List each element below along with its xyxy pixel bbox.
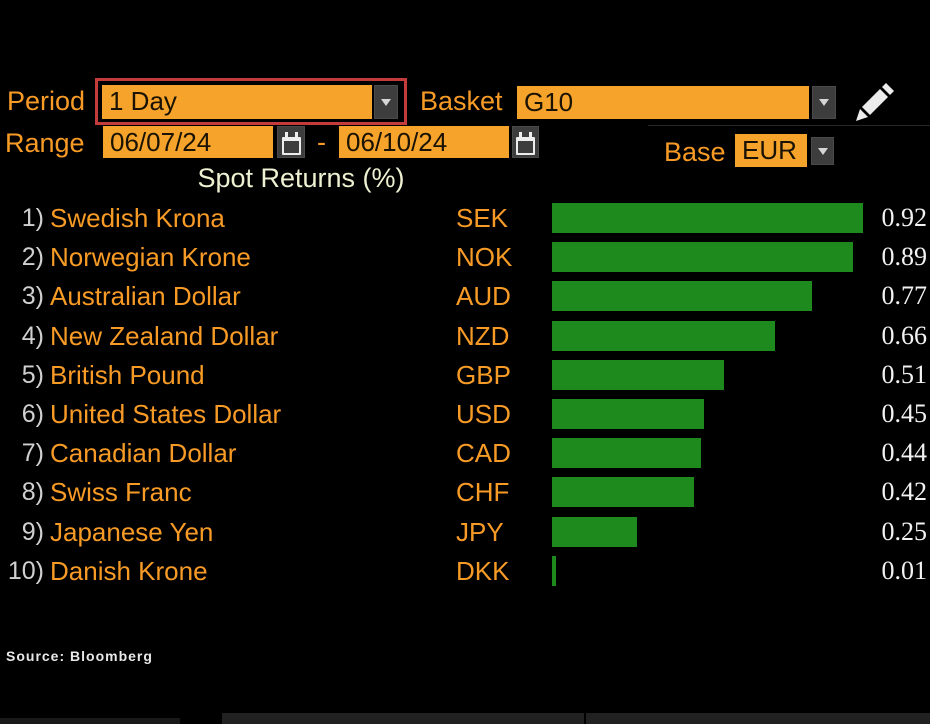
row-return-value: 0.42	[881, 477, 928, 506]
period-select[interactable]: 1 Day	[102, 85, 372, 119]
chevron-down-icon	[817, 147, 828, 155]
row-currency-code: AUD	[456, 281, 511, 311]
row-currency-name[interactable]: Danish Krone	[50, 556, 208, 586]
panel-divider-line	[648, 125, 930, 126]
row-rank: 9)	[21, 518, 44, 546]
row-currency-name[interactable]: Australian Dollar	[50, 281, 241, 311]
chevron-down-icon	[381, 98, 391, 106]
row-currency-code: JPY	[456, 517, 504, 547]
range-start-calendar-button[interactable]	[277, 126, 305, 158]
currency-row[interactable]: 7) Canadian Dollar CAD 0.44	[0, 437, 930, 469]
bottom-bar-right	[586, 713, 930, 724]
row-return-value: 0.51	[881, 360, 928, 389]
row-return-value: 0.25	[881, 517, 928, 546]
row-currency-code: NOK	[456, 242, 513, 272]
row-currency-name[interactable]: United States Dollar	[50, 399, 282, 429]
row-return-value: 0.77	[881, 281, 928, 310]
row-currency-name[interactable]: British Pound	[50, 360, 205, 390]
row-rank: 1)	[21, 204, 44, 232]
basket-dropdown-button[interactable]	[812, 86, 836, 119]
currency-row[interactable]: 8) Swiss Franc CHF 0.42	[0, 476, 930, 508]
row-currency-code: GBP	[456, 360, 511, 390]
row-return-value: 0.66	[881, 321, 928, 350]
currency-row[interactable]: 6) United States Dollar USD 0.45	[0, 398, 930, 430]
row-currency-name[interactable]: Swedish Krona	[50, 203, 225, 233]
row-return-value: 0.44	[881, 438, 928, 467]
row-currency-name[interactable]: Canadian Dollar	[50, 438, 237, 468]
currency-row[interactable]: 10) Danish Krone DKK 0.01	[0, 555, 930, 587]
row-currency-code: CHF	[456, 477, 510, 507]
bottom-bar-left	[0, 718, 180, 724]
source-note: Source: Bloomberg	[6, 648, 153, 664]
row-return-bar	[552, 399, 704, 429]
row-return-bar	[552, 203, 863, 233]
range-end-calendar-button[interactable]	[512, 126, 539, 158]
row-rank: 2)	[21, 243, 44, 271]
range-start-date-input[interactable]: 06/07/24	[103, 126, 273, 158]
row-currency-code: USD	[456, 399, 511, 429]
period-dropdown-button[interactable]	[374, 85, 398, 119]
calendar-icon	[281, 132, 301, 155]
row-return-value: 0.01	[881, 556, 928, 585]
basket-select[interactable]: G10	[517, 86, 809, 119]
row-return-bar	[552, 556, 556, 586]
row-return-bar	[552, 360, 724, 390]
row-currency-code: SEK	[456, 203, 509, 233]
row-currency-name[interactable]: Swiss Franc	[50, 477, 192, 507]
base-label: Base	[664, 137, 726, 167]
row-rank: 4)	[21, 322, 44, 350]
currency-row[interactable]: 1) Swedish Krona SEK 0.92	[0, 202, 930, 234]
row-return-bar	[552, 477, 694, 507]
row-rank: 7)	[21, 439, 44, 467]
row-return-bar	[552, 321, 775, 351]
range-dash: -	[317, 127, 326, 157]
calendar-icon	[516, 132, 535, 155]
currency-row[interactable]: 5) British Pound GBP 0.51	[0, 359, 930, 391]
row-return-bar	[552, 281, 812, 311]
currency-row[interactable]: 4) New Zealand Dollar NZD 0.66	[0, 320, 930, 352]
row-rank: 5)	[21, 361, 44, 389]
row-rank: 8)	[21, 478, 44, 506]
chevron-down-icon	[819, 99, 829, 106]
currency-row[interactable]: 9) Japanese Yen JPY 0.25	[0, 516, 930, 548]
row-return-value: 0.45	[881, 399, 928, 428]
row-return-bar	[552, 517, 637, 547]
currency-row[interactable]: 3) Australian Dollar AUD 0.77	[0, 280, 930, 312]
row-currency-name[interactable]: New Zealand Dollar	[50, 321, 279, 351]
row-currency-name[interactable]: Norwegian Krone	[50, 242, 251, 272]
row-return-bar	[552, 242, 853, 272]
row-currency-code: NZD	[456, 321, 510, 351]
row-rank: 10)	[7, 557, 44, 585]
row-currency-code: CAD	[456, 438, 511, 468]
pencil-icon[interactable]	[850, 80, 898, 126]
period-label: Period	[7, 86, 86, 116]
basket-label: Basket	[420, 86, 503, 116]
chart-title: Spot Returns (%)	[197, 163, 405, 193]
row-return-value: 0.92	[881, 203, 928, 232]
currency-row[interactable]: 2) Norwegian Krone NOK 0.89	[0, 241, 930, 273]
bottom-bar-middle	[222, 713, 584, 724]
row-currency-code: DKK	[456, 556, 510, 586]
range-end-date-input[interactable]: 06/10/24	[339, 126, 509, 158]
row-rank: 6)	[21, 400, 44, 428]
row-return-bar	[552, 438, 701, 468]
row-currency-name[interactable]: Japanese Yen	[50, 517, 214, 547]
row-rank: 3)	[21, 282, 44, 310]
range-label: Range	[5, 128, 85, 158]
base-dropdown-button[interactable]	[811, 137, 834, 165]
row-return-value: 0.89	[881, 242, 928, 271]
base-select[interactable]: EUR	[735, 134, 807, 167]
